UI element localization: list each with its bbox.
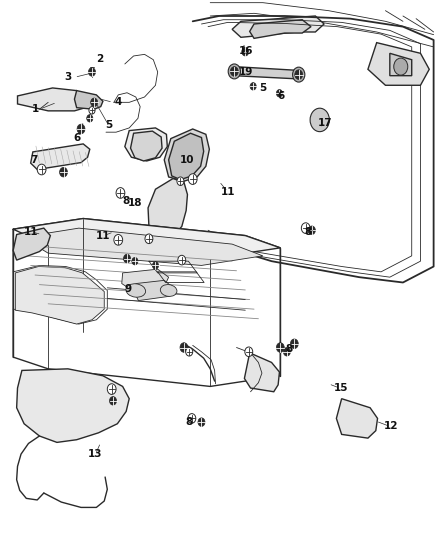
Polygon shape <box>18 88 88 111</box>
Ellipse shape <box>126 284 145 297</box>
Text: 1: 1 <box>32 104 39 114</box>
Text: 19: 19 <box>239 67 253 77</box>
Circle shape <box>198 418 205 426</box>
Polygon shape <box>250 20 311 38</box>
Circle shape <box>88 68 95 76</box>
Text: 2: 2 <box>96 54 103 63</box>
Text: 10: 10 <box>180 155 195 165</box>
Circle shape <box>132 257 138 265</box>
Polygon shape <box>368 43 429 85</box>
Text: 8: 8 <box>305 227 312 237</box>
Polygon shape <box>232 67 300 79</box>
Circle shape <box>250 83 256 90</box>
Circle shape <box>394 58 408 75</box>
Text: 16: 16 <box>238 46 253 55</box>
Circle shape <box>37 164 46 175</box>
Polygon shape <box>164 129 209 181</box>
Text: 4: 4 <box>115 98 122 107</box>
Polygon shape <box>336 399 378 438</box>
Polygon shape <box>31 144 90 169</box>
Circle shape <box>110 397 117 405</box>
Polygon shape <box>13 219 280 259</box>
Text: 11: 11 <box>220 187 235 197</box>
Circle shape <box>276 343 284 352</box>
Text: 5: 5 <box>259 83 266 93</box>
Text: 5: 5 <box>105 120 112 130</box>
Circle shape <box>283 348 290 356</box>
Polygon shape <box>148 179 187 236</box>
Text: 6: 6 <box>73 133 80 142</box>
Circle shape <box>77 124 85 134</box>
Ellipse shape <box>160 285 177 296</box>
Circle shape <box>188 174 197 184</box>
Polygon shape <box>232 16 324 37</box>
Circle shape <box>186 348 193 356</box>
Circle shape <box>89 107 95 114</box>
Circle shape <box>310 108 329 132</box>
Circle shape <box>188 414 196 423</box>
Circle shape <box>290 339 298 349</box>
Polygon shape <box>131 131 162 161</box>
Text: 11: 11 <box>23 227 38 237</box>
Polygon shape <box>390 53 412 76</box>
Polygon shape <box>22 228 263 265</box>
Polygon shape <box>15 266 104 324</box>
Circle shape <box>114 235 123 245</box>
Circle shape <box>87 115 93 122</box>
Polygon shape <box>169 133 204 180</box>
Text: 17: 17 <box>318 118 332 127</box>
Text: 7: 7 <box>31 155 38 165</box>
Text: 8: 8 <box>286 344 293 354</box>
Text: 9: 9 <box>124 284 131 294</box>
Circle shape <box>308 226 315 235</box>
Text: 18: 18 <box>127 198 142 207</box>
Circle shape <box>152 262 159 269</box>
Circle shape <box>242 47 249 56</box>
Circle shape <box>116 188 125 198</box>
Text: 11: 11 <box>95 231 110 240</box>
Circle shape <box>178 255 186 265</box>
Circle shape <box>276 90 283 97</box>
Text: 3: 3 <box>64 72 71 82</box>
Circle shape <box>301 223 310 233</box>
Polygon shape <box>125 128 167 161</box>
Text: 6: 6 <box>278 91 285 101</box>
Text: 15: 15 <box>333 383 348 393</box>
Polygon shape <box>17 369 129 442</box>
Text: 12: 12 <box>383 422 398 431</box>
Circle shape <box>230 67 238 76</box>
Circle shape <box>295 70 303 79</box>
Polygon shape <box>135 280 173 301</box>
Circle shape <box>228 64 240 79</box>
Circle shape <box>124 254 131 263</box>
Polygon shape <box>122 269 169 290</box>
Circle shape <box>60 167 67 177</box>
Text: 8: 8 <box>186 417 193 427</box>
Circle shape <box>145 234 153 244</box>
Text: 13: 13 <box>88 449 103 459</box>
Circle shape <box>177 177 184 185</box>
Circle shape <box>180 343 188 352</box>
Circle shape <box>245 347 253 357</box>
Circle shape <box>91 98 98 107</box>
Circle shape <box>293 67 305 82</box>
Circle shape <box>107 384 116 394</box>
Polygon shape <box>74 91 103 109</box>
Text: 8: 8 <box>123 196 130 206</box>
Polygon shape <box>244 353 279 392</box>
Polygon shape <box>13 228 50 260</box>
